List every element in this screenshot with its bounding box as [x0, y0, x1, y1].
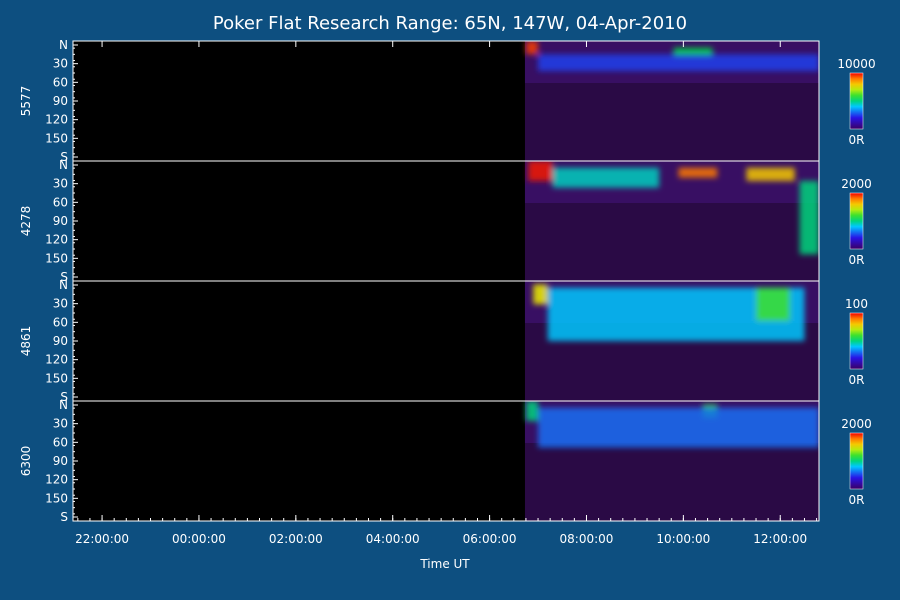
y-tick-label: 90	[53, 334, 68, 348]
colorbar-4278	[849, 192, 864, 250]
panel-4861-feature-0	[533, 284, 548, 305]
y-tick-label: 30	[53, 177, 68, 191]
y-tick-label: 150	[45, 131, 68, 145]
colorbar-4861	[849, 312, 864, 370]
colorbar-5577	[849, 72, 864, 130]
panel-6300-features	[525, 401, 819, 448]
y-tick-label: 120	[45, 353, 68, 367]
colorbar-6300	[849, 432, 864, 490]
panel-4278-data	[524, 161, 819, 281]
colorbar-min-label: 0R	[849, 373, 865, 387]
y-tick-label: N	[59, 158, 68, 172]
y-tick-label: 60	[53, 315, 68, 329]
colorbar-min-label: 0R	[849, 253, 865, 267]
panel-4278-features	[528, 161, 819, 255]
panel-label-6300: 6300	[19, 446, 33, 477]
y-tick-label: 150	[45, 371, 68, 385]
x-tick-label: 02:00:00	[269, 532, 323, 546]
y-tick-label: 90	[53, 454, 68, 468]
panel-6300-data	[524, 401, 819, 521]
x-axis-label: Time UT	[419, 557, 470, 571]
y-tick-label: 120	[45, 113, 68, 127]
colorbar-max-label: 100	[845, 297, 868, 311]
panel-4861-feature-2	[756, 287, 790, 321]
panel-4861-data	[524, 281, 819, 401]
y-tick-label: S	[60, 150, 68, 164]
x-tick-label: 12:00:00	[753, 532, 807, 546]
x-tick-label: 00:00:00	[172, 532, 226, 546]
x-tick-label: 10:00:00	[656, 532, 710, 546]
panel-label-5577: 5577	[19, 86, 33, 117]
x-tick-label: 22:00:00	[75, 532, 129, 546]
y-tick-label: S	[60, 390, 68, 404]
y-tick-label: S	[60, 510, 68, 524]
chart-title: Poker Flat Research Range: 65N, 147W, 04…	[213, 13, 687, 34]
y-tick-label: 30	[53, 297, 68, 311]
panel-5577-feature-1	[673, 47, 713, 58]
y-tick-label: 120	[45, 233, 68, 247]
y-tick-label: 90	[53, 94, 68, 108]
x-tick-label: 04:00:00	[366, 532, 420, 546]
y-tick-label: 150	[45, 251, 68, 265]
panel-4278-feature-3	[552, 167, 660, 188]
panel-4278-feature-2	[746, 167, 795, 181]
x-tick-label: 06:00:00	[463, 532, 517, 546]
panel-5577-feature-2	[538, 54, 819, 71]
panel-4278-feature-4	[799, 181, 819, 255]
y-tick-label: 30	[53, 57, 68, 71]
panel-4861-features	[533, 284, 805, 341]
panel-5577-feature-0	[525, 41, 539, 55]
panel-4278-feature-1	[678, 167, 718, 178]
colorbar-min-label: 0R	[849, 133, 865, 147]
panel-label-4278: 4278	[19, 206, 33, 237]
y-tick-label: 60	[53, 435, 68, 449]
plot-frame	[72, 40, 820, 522]
panel-5577-features	[525, 41, 819, 71]
y-tick-label: 60	[53, 195, 68, 209]
y-tick-label: 120	[45, 473, 68, 487]
panel-4278-feature-0	[528, 161, 553, 181]
colorbar-min-label: 0R	[849, 493, 865, 507]
panel-label-4861: 4861	[19, 326, 33, 357]
panel-5577-data	[524, 41, 819, 161]
colorbar-max-label: 2000	[841, 417, 872, 431]
y-tick-label: N	[59, 38, 68, 52]
panel-6300-feature-2	[538, 407, 819, 448]
x-tick-label: 08:00:00	[560, 532, 614, 546]
y-tick-label: S	[60, 270, 68, 284]
y-tick-label: 90	[53, 214, 68, 228]
y-tick-label: 60	[53, 75, 68, 89]
y-tick-label: 30	[53, 417, 68, 431]
y-tick-label: 150	[45, 491, 68, 505]
panel-6300-feature-0	[525, 401, 539, 421]
colorbar-max-label: 10000	[837, 57, 875, 71]
colorbar-max-label: 2000	[841, 177, 872, 191]
y-tick-label: N	[59, 398, 68, 412]
y-tick-label: N	[59, 278, 68, 292]
